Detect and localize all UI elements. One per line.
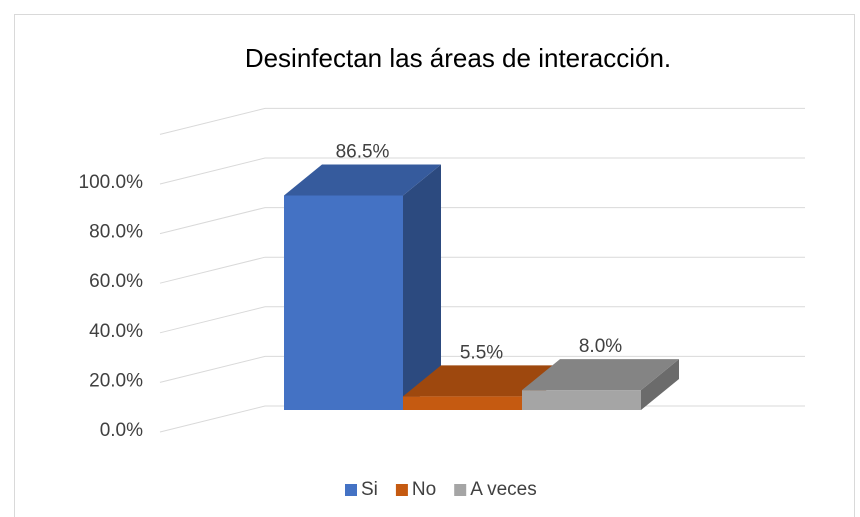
legend-label: No (412, 479, 436, 500)
data-label: 86.5% (336, 141, 390, 162)
grid-line (159, 256, 805, 284)
y-tick-label: 20.0% (89, 370, 143, 391)
bar-top (522, 359, 679, 391)
bar-top (284, 164, 441, 196)
grid-line (159, 157, 805, 185)
legend-swatch (454, 484, 467, 496)
bar (403, 396, 522, 410)
bar-side (403, 164, 441, 410)
legend-label: Si (361, 479, 378, 500)
grid-line (159, 306, 805, 334)
bar-top (403, 365, 560, 397)
legend-label: A veces (470, 479, 537, 500)
bar (284, 195, 403, 410)
y-tick-label: 80.0% (89, 222, 143, 243)
data-label: 5.5% (460, 342, 503, 363)
legend-swatch (395, 484, 408, 496)
bar-side (641, 359, 679, 410)
y-tick-label: 100.0% (79, 172, 144, 193)
y-tick-label: 60.0% (89, 271, 143, 292)
y-tick-label: 40.0% (89, 321, 143, 342)
bar (522, 390, 641, 410)
y-tick-label: 0.0% (100, 420, 143, 441)
grid-line (159, 207, 805, 235)
chart-title: Desinfectan las áreas de interacción. (245, 43, 671, 73)
grid-line (159, 355, 805, 383)
data-label: 8.0% (579, 336, 622, 357)
wall-edge (159, 107, 266, 135)
legend-swatch (345, 484, 357, 496)
